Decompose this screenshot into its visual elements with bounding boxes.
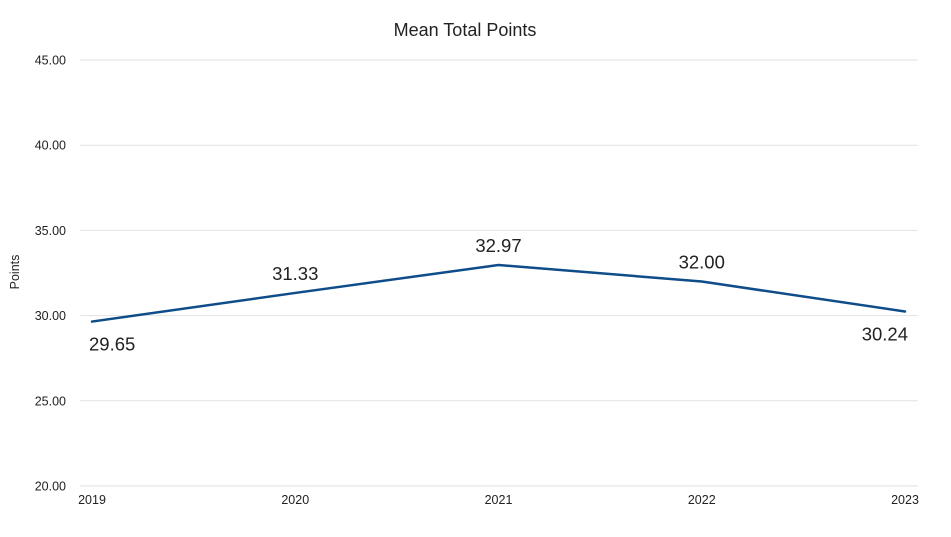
x-tick-label: 2022 <box>688 493 716 507</box>
y-tick-label: 20.00 <box>35 480 66 494</box>
y-tick-label: 35.00 <box>35 224 66 238</box>
data-label: 30.24 <box>862 324 908 345</box>
y-tick-label: 45.00 <box>35 54 66 68</box>
series-line <box>90 263 907 323</box>
x-axis-ticks: 2019 2020 2021 2022 2023 <box>78 493 919 507</box>
y-tick-label: 30.00 <box>35 309 66 323</box>
x-tick-label: 2023 <box>891 493 919 507</box>
x-tick-label: 2021 <box>485 493 513 507</box>
y-tick-label: 40.00 <box>35 139 66 153</box>
y-axis-label: Points <box>8 255 22 290</box>
y-axis-ticks: 20.00 25.00 30.00 35.00 40.00 45.00 <box>35 54 66 494</box>
data-label: 32.97 <box>475 235 521 256</box>
x-tick-label: 2020 <box>281 493 309 507</box>
data-label: 31.33 <box>272 263 318 284</box>
data-label: 32.00 <box>679 252 725 273</box>
series-layer <box>90 263 907 323</box>
gridlines <box>80 59 918 487</box>
data-labels: 29.65 31.33 32.97 32.00 30.24 <box>89 235 908 355</box>
data-label: 29.65 <box>89 334 135 355</box>
x-tick-label: 2019 <box>78 493 106 507</box>
chart-title: Mean Total Points <box>394 20 537 40</box>
y-tick-label: 25.00 <box>35 394 66 408</box>
